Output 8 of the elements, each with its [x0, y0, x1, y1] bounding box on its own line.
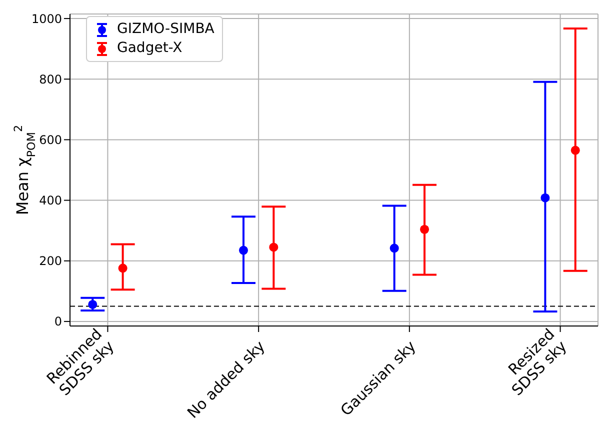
y-tick-label: 200: [39, 254, 62, 268]
y-tick-label: 800: [39, 72, 62, 86]
y-tick-label: 600: [39, 132, 62, 147]
y-tick-label: 1000: [31, 12, 62, 26]
legend-label: GIZMO-SIMBA: [117, 20, 214, 39]
y-tick-label: 400: [39, 194, 62, 208]
legend-label: Gadget-X: [117, 39, 182, 58]
y-tick-label: 0: [54, 314, 62, 329]
